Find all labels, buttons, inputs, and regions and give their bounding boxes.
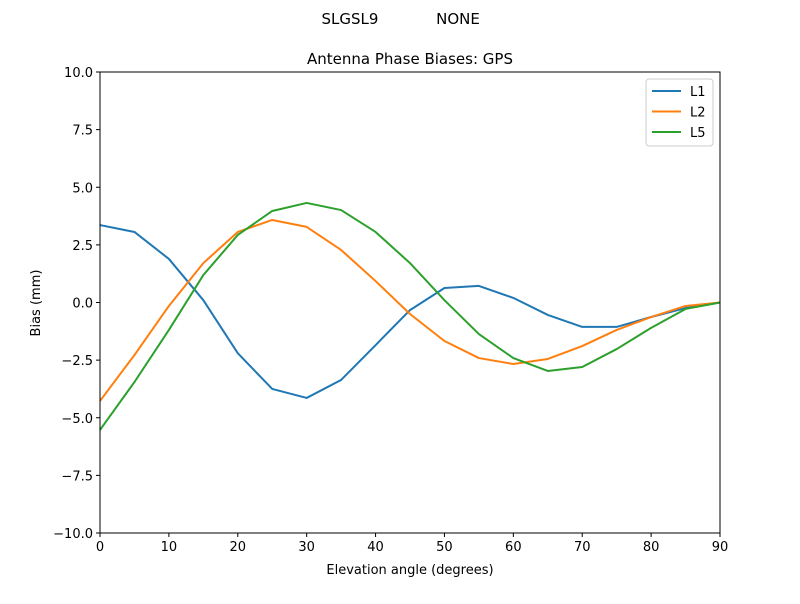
- x-tick-label: 40: [367, 540, 384, 555]
- legend: L1 L2 L5: [645, 78, 714, 147]
- series-line-l1: [99, 224, 721, 399]
- y-tick-label: 7.5: [72, 124, 93, 139]
- y-tick-label: −2.5: [61, 354, 93, 369]
- x-tick-label: 50: [436, 540, 453, 555]
- y-tick-label: −10.0: [53, 527, 93, 542]
- y-tick-label: 2.5: [72, 239, 93, 254]
- y-axis-label: Bias (mm): [29, 270, 44, 337]
- x-tick-label: 70: [574, 540, 591, 555]
- x-tick-label: 10: [161, 540, 178, 555]
- x-tick-label: 0: [96, 540, 104, 555]
- axis-ticks: 0 10 20 30 40 50 60 70 80 90 −10.0 −7.5 −5.0 −2.5 0.0 2…: [53, 66, 728, 555]
- chart-title: Antenna Phase Biases: GPS: [307, 50, 513, 68]
- x-tick-label: 60: [505, 540, 522, 555]
- series-line-l2: [99, 218, 721, 402]
- y-tick-label: 5.0: [72, 181, 93, 196]
- legend-label: L1: [690, 85, 706, 100]
- suptitle-left: SLGSL9: [322, 10, 379, 28]
- legend-label: L2: [690, 106, 706, 121]
- x-tick-label: 80: [643, 540, 660, 555]
- series-lines: [99, 201, 721, 431]
- x-tick-label: 20: [230, 540, 247, 555]
- y-tick-label: 0.0: [72, 297, 93, 312]
- y-tick-label: −7.5: [61, 469, 93, 484]
- x-tick-label: 90: [712, 540, 729, 555]
- plot-frame: [99, 71, 721, 534]
- series-line-l5: [99, 201, 721, 431]
- suptitle-right: NONE: [436, 10, 480, 28]
- y-tick-label: 10.0: [64, 66, 93, 81]
- legend-label: L5: [690, 126, 706, 141]
- x-axis-label: Elevation angle (degrees): [326, 563, 493, 578]
- x-tick-label: 30: [298, 540, 315, 555]
- y-tick-label: −5.0: [61, 412, 93, 427]
